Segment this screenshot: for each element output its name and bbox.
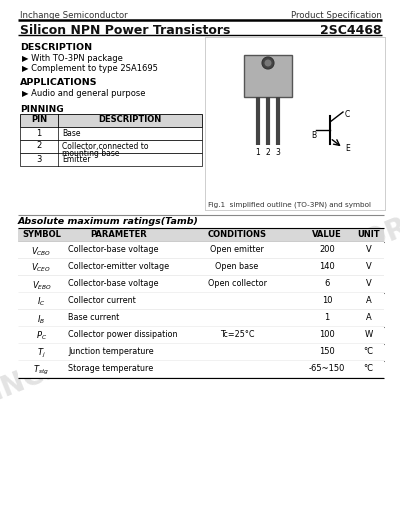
Text: mounting base: mounting base: [62, 149, 120, 157]
Text: °C: °C: [364, 364, 374, 373]
Text: 3: 3: [276, 148, 280, 157]
Text: Silicon NPN Power Transistors: Silicon NPN Power Transistors: [20, 24, 230, 37]
Text: 2SC4468: 2SC4468: [320, 24, 382, 37]
Text: VALUE: VALUE: [312, 230, 342, 239]
Text: V$_{CEO}$: V$_{CEO}$: [32, 262, 52, 275]
Text: V: V: [366, 279, 371, 288]
Text: ▶ With TO-3PN package: ▶ With TO-3PN package: [22, 54, 123, 63]
Text: 200: 200: [319, 245, 335, 254]
Text: ▶ Complement to type 2SA1695: ▶ Complement to type 2SA1695: [22, 64, 158, 73]
Text: UNIT: UNIT: [357, 230, 380, 239]
Text: A: A: [366, 313, 371, 322]
Text: PARAMETER: PARAMETER: [91, 230, 147, 239]
Bar: [20, 114, 202, 127]
Text: Collector current: Collector current: [68, 296, 136, 305]
Text: 10: 10: [322, 296, 332, 305]
Text: I$_C$: I$_C$: [37, 296, 46, 309]
Text: Open base: Open base: [215, 262, 259, 271]
Text: 140: 140: [319, 262, 335, 271]
Text: Junction temperature: Junction temperature: [68, 347, 154, 356]
Text: Open emitter: Open emitter: [210, 245, 264, 254]
Text: 2: 2: [266, 148, 270, 157]
Text: B: B: [311, 131, 316, 140]
Text: APPLICATIONS: APPLICATIONS: [20, 78, 98, 87]
Bar: [20, 140, 202, 153]
Bar: [18, 228, 384, 242]
Text: 3: 3: [36, 154, 42, 164]
Text: Collector,connected to: Collector,connected to: [62, 141, 148, 151]
Text: 2: 2: [36, 141, 42, 151]
Text: V$_{EBO}$: V$_{EBO}$: [32, 279, 52, 292]
Text: V: V: [366, 245, 371, 254]
Text: ▶ Audio and general purpose: ▶ Audio and general purpose: [22, 89, 146, 98]
Text: CONDITIONS: CONDITIONS: [208, 230, 266, 239]
Text: 1: 1: [324, 313, 330, 322]
Text: W: W: [364, 330, 373, 339]
Text: Base current: Base current: [68, 313, 119, 322]
Text: 100: 100: [319, 330, 335, 339]
Circle shape: [262, 57, 274, 69]
Text: Collector-base voltage: Collector-base voltage: [68, 245, 158, 254]
Text: 1: 1: [256, 148, 260, 157]
Bar: [18, 327, 384, 344]
Text: V: V: [366, 262, 371, 271]
Bar: [20, 153, 202, 166]
Text: Collector power dissipation: Collector power dissipation: [68, 330, 178, 339]
Bar: [18, 361, 384, 378]
Text: INCHANGE SEMICONDUCTOR: INCHANGE SEMICONDUCTOR: [0, 213, 400, 407]
Bar: [18, 242, 384, 259]
Text: Tc=25°C: Tc=25°C: [220, 330, 254, 339]
Bar: [18, 344, 384, 361]
Text: Storage temperature: Storage temperature: [68, 364, 153, 373]
Bar: [18, 259, 384, 276]
Bar: [244, 55, 292, 97]
Bar: [18, 310, 384, 327]
Text: SYMBOL: SYMBOL: [22, 230, 61, 239]
Text: Collector-emitter voltage: Collector-emitter voltage: [68, 262, 169, 271]
Text: E: E: [345, 144, 350, 153]
Text: -65~150: -65~150: [309, 364, 345, 373]
Text: 1: 1: [36, 128, 42, 137]
Text: V$_{CBO}$: V$_{CBO}$: [31, 245, 52, 257]
Text: T$_{stg}$: T$_{stg}$: [34, 364, 50, 377]
Text: T$_j$: T$_j$: [37, 347, 46, 360]
Text: Absolute maximum ratings(Tamb): Absolute maximum ratings(Tamb): [18, 217, 199, 226]
Text: C: C: [345, 110, 350, 119]
Text: 150: 150: [319, 347, 335, 356]
Bar: [20, 127, 202, 140]
Text: DESCRIPTION: DESCRIPTION: [20, 43, 92, 52]
Text: Base: Base: [62, 128, 80, 137]
Text: °C: °C: [364, 347, 374, 356]
Text: Open collector: Open collector: [208, 279, 266, 288]
Text: A: A: [366, 296, 371, 305]
Circle shape: [264, 60, 272, 66]
Text: DESCRIPTION: DESCRIPTION: [98, 116, 162, 124]
Bar: [18, 293, 384, 310]
Text: 6: 6: [324, 279, 330, 288]
Text: PIN: PIN: [31, 116, 47, 124]
Text: P$_C$: P$_C$: [36, 330, 47, 342]
Text: I$_B$: I$_B$: [37, 313, 46, 325]
Bar: [18, 276, 384, 293]
Text: PINNING: PINNING: [20, 105, 64, 114]
Text: Collector-base voltage: Collector-base voltage: [68, 279, 158, 288]
Text: Fig.1  simplified outline (TO-3PN) and symbol: Fig.1 simplified outline (TO-3PN) and sy…: [208, 202, 371, 209]
Text: Emitter: Emitter: [62, 154, 90, 164]
Text: Product Specification: Product Specification: [291, 11, 382, 20]
Text: Inchange Semiconductor: Inchange Semiconductor: [20, 11, 128, 20]
